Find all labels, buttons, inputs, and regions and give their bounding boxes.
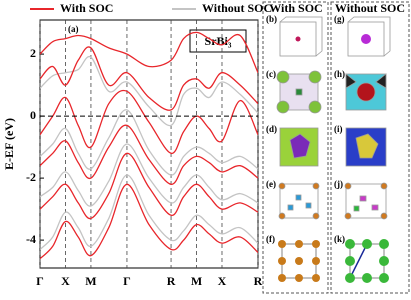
band-line	[40, 89, 258, 154]
panel-box	[262, 1, 329, 294]
panel-label: (c)	[266, 69, 276, 79]
panel-images	[276, 16, 391, 283]
band-line	[40, 31, 258, 73]
y-axis-label: E-EF (eV)	[2, 118, 16, 170]
x-tick-label: R	[167, 274, 176, 288]
panel-label: (j)	[334, 179, 343, 189]
x-tick-label: M	[191, 274, 202, 288]
panel-label: (d)	[266, 124, 277, 134]
panel-label: (f)	[266, 234, 275, 244]
legend-label: Without SOC	[202, 1, 272, 15]
band-line	[40, 55, 258, 127]
band-line	[40, 174, 258, 250]
panel-label: (a)	[68, 24, 79, 34]
band-line	[40, 124, 258, 185]
x-tick-label: X	[61, 274, 70, 288]
y-tick-label: -2	[26, 170, 36, 184]
plot-frame	[39, 19, 259, 269]
y-tick-label: 0	[30, 108, 36, 122]
band-line	[40, 183, 258, 260]
x-tick-label: Γ	[36, 274, 44, 288]
panel-label: (h)	[334, 69, 345, 79]
y-tick-label: -4	[26, 232, 36, 246]
x-tick-label: Γ	[123, 274, 131, 288]
band-line	[40, 46, 258, 111]
panel-title: With SOC	[269, 1, 322, 15]
panel-label: (b)	[266, 14, 277, 24]
y-tick-label: 2	[30, 46, 36, 60]
panel-label: (k)	[334, 234, 345, 244]
panel-label: (i)	[334, 124, 343, 134]
band-line	[40, 143, 258, 207]
bands	[40, 31, 258, 260]
band-line	[40, 152, 258, 220]
panel-box	[330, 1, 410, 294]
x-tick-label: R	[254, 274, 263, 288]
band-line	[40, 109, 258, 176]
legend-label: With SOC	[60, 1, 113, 15]
x-tick-label: M	[85, 274, 96, 288]
panel-label: (e)	[266, 179, 276, 189]
panel-label: (g)	[334, 14, 345, 24]
panel-title: Without SOC	[335, 1, 405, 15]
x-tick-label: X	[218, 274, 227, 288]
chart-title: SrBi₃	[205, 34, 232, 48]
